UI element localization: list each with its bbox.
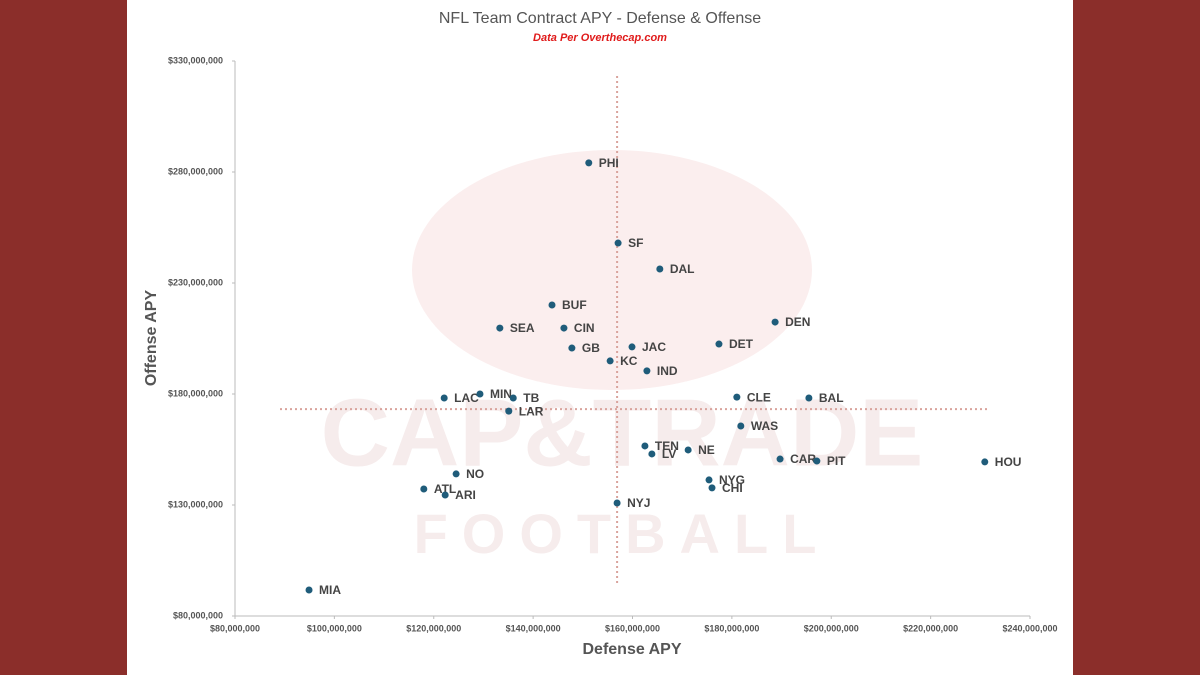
point-label: WAS (751, 419, 778, 433)
point (452, 470, 460, 478)
chart-title: NFL Team Contract APY - Defense & Offens… (439, 10, 761, 27)
point-label: JAC (642, 340, 666, 354)
point-label: PIT (827, 454, 846, 468)
point-label: LAR (519, 404, 544, 418)
point-label: DET (729, 337, 754, 351)
point (476, 390, 484, 398)
point (705, 476, 713, 484)
y-tick-label: $280,000,000 (168, 166, 223, 176)
point-label: NYJ (627, 496, 650, 510)
watermark: CAP&TRADE (321, 379, 924, 486)
x-axis-label: Defense APY (583, 641, 682, 658)
y-tick-label: $130,000,000 (168, 499, 223, 509)
point (805, 394, 813, 402)
point (585, 159, 593, 167)
point-label: MIA (319, 583, 341, 597)
point (981, 458, 989, 466)
chart-subtitle: Data Per Overthecap.com (533, 32, 667, 44)
point (496, 324, 504, 332)
point (737, 422, 745, 430)
point (684, 446, 692, 454)
point-label: DAL (670, 262, 695, 276)
point (420, 485, 428, 493)
point-label: NYG (719, 473, 745, 487)
point (641, 442, 649, 450)
point (648, 450, 656, 458)
point (771, 318, 779, 326)
y-tick-label: $330,000,000 (168, 55, 223, 65)
point-label: LAC (454, 391, 479, 405)
point (560, 324, 568, 332)
y-axis-label: Offense APY (143, 290, 160, 387)
point (441, 491, 449, 499)
point-label: TEN (655, 439, 679, 453)
x-tick-label: $220,000,000 (903, 623, 958, 633)
point (656, 265, 664, 273)
point-label: TB (523, 391, 539, 405)
point (606, 357, 614, 365)
x-tick-label: $120,000,000 (406, 623, 461, 633)
x-tick-label: $180,000,000 (704, 623, 759, 633)
x-tick-label: $200,000,000 (804, 623, 859, 633)
point (776, 455, 784, 463)
x-tick-label: $100,000,000 (307, 623, 362, 633)
point-label: NE (698, 443, 715, 457)
point-label: CAR (790, 452, 816, 466)
point-label: CHI (722, 481, 743, 495)
point (708, 484, 716, 492)
point (613, 499, 621, 507)
y-tick-label: $80,000,000 (173, 610, 223, 620)
point-label: PHI (599, 156, 619, 170)
point-label: NO (466, 467, 484, 481)
y-tick-label: $180,000,000 (168, 388, 223, 398)
watermark-ball (412, 150, 812, 390)
x-tick-label: $140,000,000 (506, 623, 561, 633)
point-label: SF (628, 236, 643, 250)
point (440, 394, 448, 402)
point (614, 239, 622, 247)
x-tick-label: $240,000,000 (1002, 623, 1057, 633)
point (813, 457, 821, 465)
point-label: CLE (747, 390, 771, 404)
point-label: KC (620, 354, 638, 368)
point (643, 367, 651, 375)
point-label: BUF (562, 298, 587, 312)
point-label: ATL (434, 482, 456, 496)
x-tick-label: $160,000,000 (605, 623, 660, 633)
point-label: IND (657, 364, 678, 378)
point (568, 344, 576, 352)
point (548, 301, 556, 309)
point-label: DEN (785, 315, 810, 329)
point-label: LV (662, 447, 676, 461)
point-label: SEA (510, 321, 535, 335)
point (305, 586, 313, 594)
point (509, 394, 517, 402)
point-label: ARI (455, 488, 476, 502)
x-tick-label: $80,000,000 (210, 623, 260, 633)
point-label: HOU (995, 455, 1022, 469)
point (733, 393, 741, 401)
point (505, 407, 513, 415)
point-label: CIN (574, 321, 595, 335)
point-label: MIN (490, 387, 512, 401)
watermark: FOOTBALL (414, 502, 831, 565)
y-tick-label: $230,000,000 (168, 277, 223, 287)
point (628, 343, 636, 351)
point (715, 340, 723, 348)
point-label: BAL (819, 391, 844, 405)
point-label: GB (582, 341, 600, 355)
